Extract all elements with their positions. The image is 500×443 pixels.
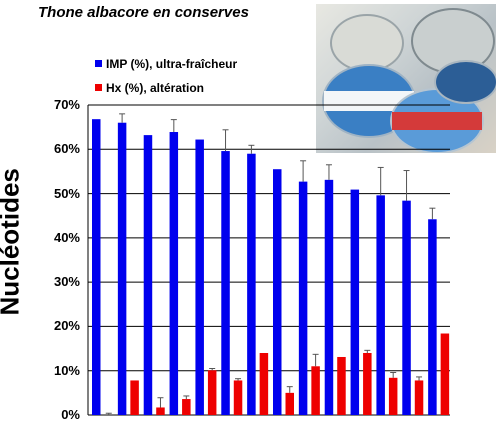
bar-imp-14 [428,219,437,415]
chart-title: Thone albacore en conserves [38,4,249,21]
bar-hx-10 [337,356,346,415]
y-tick-label: 50% [53,185,80,201]
bar-hx-4 [182,399,191,415]
legend-label-imp: IMP (%), ultra-fraîcheur [106,57,238,71]
bar-hx-5 [207,370,217,415]
bar-hx-2 [130,380,139,415]
bar-imp-8 [273,169,282,415]
legend-item-imp: IMP (%), ultra-fraîcheur [95,57,237,71]
can-shape [434,60,496,104]
bar-imp-11 [350,189,360,415]
can-label-band [392,112,482,130]
bar-hx-7 [259,353,269,415]
bar-imp-12 [376,195,385,415]
legend-swatch-hx [95,84,102,91]
tuna-cans-photo [316,4,496,153]
bar-imp-6 [221,151,230,416]
bar-imp-13 [402,200,411,415]
bar-imp-9 [298,181,308,415]
y-tick-label: 30% [53,274,80,290]
bar-imp-5 [195,139,204,416]
y-tick-label: 10% [53,362,80,378]
y-tick-label: 40% [53,229,80,245]
bar-hx-12 [388,377,398,415]
bar-hx-6 [233,380,243,415]
bar-hx-11 [363,353,372,415]
bar-hx-13 [414,380,424,415]
bar-hx-14 [440,333,450,415]
bar-imp-4 [169,132,179,415]
bar-hx-8 [285,392,294,415]
legend-label-hx: Hx (%), altération [106,81,205,95]
bar-hx-9 [311,366,320,415]
y-tick-label: 60% [53,141,80,157]
bar-imp-2 [117,122,127,415]
bar-hx-3 [156,407,165,415]
legend-swatch-imp [95,60,102,67]
bar-imp-7 [247,153,256,415]
bar-imp-3 [143,135,153,415]
y-tick-label: 0% [61,407,80,422]
bar-imp-1 [92,119,101,416]
legend-item-hx: Hx (%), altération [95,81,204,95]
y-tick-label: 20% [53,318,80,334]
can-label-band [324,91,414,111]
bar-imp-10 [324,179,334,415]
y-tick-label: 70% [53,97,80,112]
